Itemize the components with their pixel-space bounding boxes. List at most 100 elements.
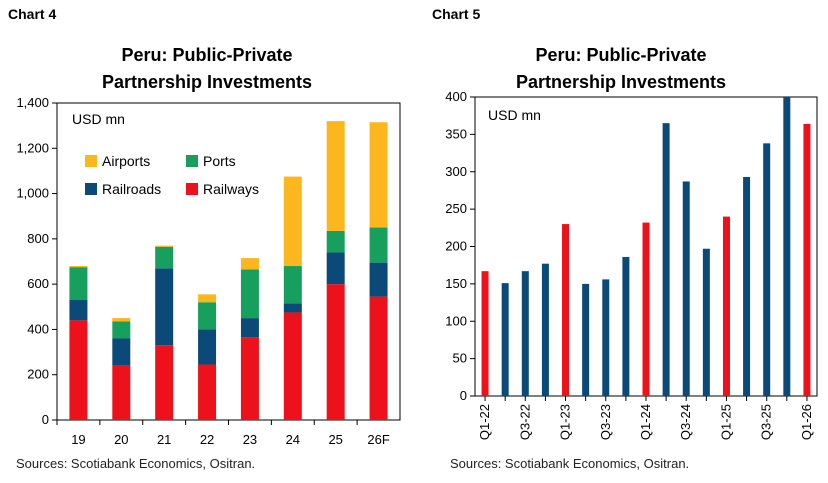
- bar-segment-railways: [283, 312, 302, 420]
- bar-q3-25: [763, 143, 771, 396]
- y-tick-label: 200: [27, 367, 49, 382]
- x-tick-label: Q1-24: [638, 404, 653, 440]
- bar-q1-25: [722, 216, 730, 396]
- bar-q2-23: [582, 283, 590, 396]
- bar-segment-railroads: [112, 338, 131, 366]
- chart-5-label: Chart 5: [432, 6, 481, 22]
- bar-segment-railways: [369, 296, 388, 420]
- chart-4-source: Sources: Scotiabank Economics, Ositran.: [16, 456, 256, 471]
- bar-q1-24: [642, 222, 650, 396]
- bar-segment-railways: [155, 345, 174, 420]
- bar-segment-railroads: [283, 303, 302, 313]
- y-tick-label: 400: [445, 89, 467, 104]
- y-tick-label: 400: [27, 321, 49, 336]
- bar-segment-ports: [198, 302, 217, 330]
- bar-q4-23: [622, 256, 630, 396]
- chart-5-source: Sources: Scotiabank Economics, Ositran.: [450, 456, 690, 471]
- y-tick-label: 200: [445, 239, 467, 254]
- chart-4-title-line-2: Partnership Investments: [101, 72, 313, 92]
- bar-segment-airports: [155, 245, 174, 247]
- chart-4-panel: Chart 4 Peru: Public-Private Partnership…: [0, 6, 414, 471]
- bar-segment-airports: [369, 122, 388, 228]
- y-tick-label: 50: [453, 351, 467, 366]
- x-tick-label: Q3-22: [517, 404, 532, 440]
- x-tick-label: Q3-25: [759, 404, 774, 440]
- bar-q2-25: [743, 176, 751, 396]
- bar-q4-22: [541, 263, 549, 396]
- bar-segment-railways: [69, 320, 88, 420]
- bar-segment-airports: [326, 121, 345, 231]
- bar-segment-railroads: [326, 252, 345, 285]
- y-tick-label: 0: [42, 412, 49, 427]
- bar-q4-25: [783, 97, 791, 396]
- bar-q3-24: [682, 181, 690, 396]
- x-tick-label: 25: [328, 432, 342, 447]
- x-tick-label: Q3-24: [678, 404, 693, 440]
- bar-q1-26: [803, 123, 811, 396]
- bar-segment-airports: [69, 266, 88, 268]
- bar-segment-ports: [69, 267, 88, 300]
- legend-swatch-railways: [186, 183, 198, 195]
- bar-segment-airports: [198, 294, 217, 303]
- bar-segment-railroads: [69, 299, 88, 321]
- bar-q1-22: [481, 271, 489, 396]
- bar-segment-ports: [155, 246, 174, 269]
- bar-segment-railways: [240, 337, 259, 420]
- bar-q4-24: [702, 248, 710, 396]
- bar-segment-railways: [112, 365, 131, 420]
- x-tick-label: 21: [157, 432, 171, 447]
- legend-label-airports: Airports: [102, 153, 150, 169]
- x-tick-label: 23: [243, 432, 257, 447]
- x-tick-label: Q1-22: [477, 404, 492, 440]
- legend-label-railroads: Railroads: [102, 181, 161, 197]
- x-tick-label: Q1-25: [718, 404, 733, 440]
- chart-5-plot: 0 50 100 150 200 250 300 350 400 USD mn Q1-22 Q3-22…: [445, 89, 818, 440]
- y-tick-label: 1,000: [16, 186, 49, 201]
- y-tick-label: 150: [445, 276, 467, 291]
- unit-label: USD mn: [72, 111, 125, 127]
- bar-q2-22: [501, 283, 509, 396]
- chart-4-plot: 0 200 400 600 800 1,000 1,200 1,400 USD mn 19 20 21…: [16, 95, 401, 447]
- bar-segment-railways: [326, 284, 345, 420]
- x-tick-label: Q1-26: [799, 404, 814, 440]
- x-tick-label: 26F: [367, 432, 389, 447]
- x-tick-label: 22: [200, 432, 214, 447]
- chart-5-panel: Chart 5 Peru: Public-Private Partnership…: [414, 0, 828, 483]
- plot-frame: [56, 102, 401, 421]
- bar-segment-railways: [198, 364, 217, 420]
- unit-label: USD mn: [488, 107, 541, 123]
- bar-segment-airports: [240, 258, 259, 270]
- y-tick-label: 250: [445, 201, 467, 216]
- bar-segment-ports: [283, 266, 302, 304]
- legend-label-railways: Railways: [203, 181, 259, 197]
- bar-q3-22: [521, 271, 529, 396]
- bar-segment-railroads: [240, 318, 259, 338]
- chart-5-title-line-1: Peru: Public-Private: [535, 45, 707, 65]
- y-tick-label: 300: [445, 164, 467, 179]
- x-tick-label: Q3-23: [598, 404, 613, 440]
- chart-5-title-line-2: Partnership Investments: [515, 72, 727, 92]
- y-tick-label: 350: [445, 126, 467, 141]
- bar-segment-ports: [112, 321, 131, 339]
- bar-segment-ports: [326, 230, 345, 253]
- bar-q2-24: [662, 123, 670, 396]
- bar-segment-airports: [112, 318, 131, 322]
- legend-swatch-ports: [186, 155, 198, 167]
- bar-segment-railroads: [155, 268, 174, 346]
- y-tick-label: 0: [460, 388, 467, 403]
- x-tick-label: 20: [114, 432, 128, 447]
- y-tick-label: 800: [27, 231, 49, 246]
- chart-4-title: Peru: Public-Private Partnership Investm…: [0, 42, 414, 96]
- legend-swatch-railroads: [85, 183, 97, 195]
- bar-segment-ports: [369, 227, 388, 263]
- bar-segment-ports: [240, 269, 259, 319]
- bar-q3-23: [602, 279, 610, 396]
- x-tick-label: Q1-23: [558, 404, 573, 440]
- y-tick-label: 1,200: [16, 140, 49, 155]
- bar-segment-railroads: [369, 262, 388, 297]
- legend-swatch-airports: [85, 155, 97, 167]
- y-tick-label: 1,400: [16, 95, 49, 110]
- chart-4-label: Chart 4: [8, 6, 57, 22]
- bar-segment-airports: [283, 176, 302, 267]
- y-tick-label: 600: [27, 276, 49, 291]
